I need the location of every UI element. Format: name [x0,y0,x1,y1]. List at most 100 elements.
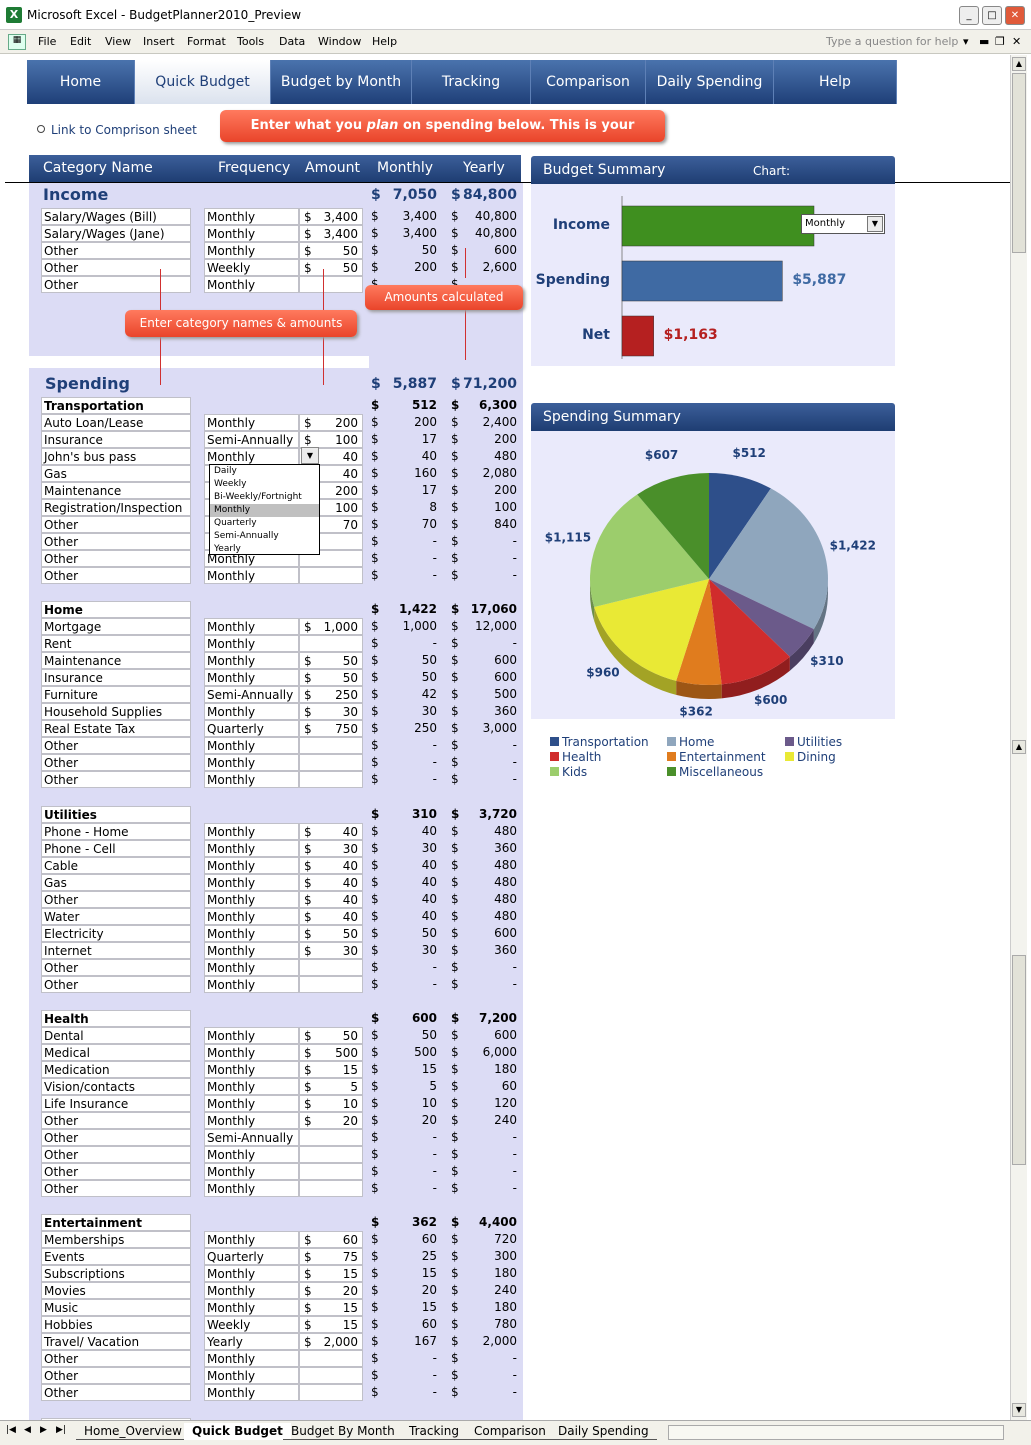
horizontal-scrollbar[interactable] [668,1425,1004,1440]
category-name-field[interactable]: Auto Loan/Lease [41,414,191,431]
last-sheet-icon[interactable]: ▶| [56,1425,66,1435]
frequency-field[interactable]: Monthly [204,1112,299,1129]
amount-field[interactable] [299,1129,363,1146]
category-name-field[interactable]: Other [41,516,191,533]
minimize-button[interactable]: _ [959,6,979,25]
amount-field[interactable]: $50 [299,1027,363,1044]
frequency-field[interactable]: Monthly [204,276,299,293]
category-name-field[interactable]: Medication [41,1061,191,1078]
frequency-field[interactable]: Monthly [204,448,299,465]
category-name-field[interactable]: Insurance [41,431,191,448]
category-name-field[interactable]: Other [41,550,191,567]
nav-tab-help[interactable]: Help [774,60,897,104]
nav-tab-tracking[interactable]: Tracking [412,60,531,104]
category-name-field[interactable]: Salary/Wages (Jane) [41,225,191,242]
amount-field[interactable]: $50 [299,925,363,942]
frequency-field[interactable]: Monthly [204,242,299,259]
frequency-dropdown-button[interactable]: ▼ [301,447,319,464]
frequency-field[interactable]: Monthly [204,891,299,908]
amount-field[interactable]: $200 [299,414,363,431]
amount-field[interactable]: $40 [299,908,363,925]
category-name-field[interactable]: Hobbies [41,1316,191,1333]
nav-tab-daily-spending[interactable]: Daily Spending [646,60,774,104]
help-search-input[interactable]: Type a question for help [826,35,959,48]
dropdown-option[interactable]: Bi-Weekly/Fortnight [214,492,302,502]
category-name-field[interactable]: Mortgage [41,618,191,635]
group-name-field[interactable]: Entertainment [41,1214,191,1231]
category-name-field[interactable]: John's bus pass [41,448,191,465]
menu-item-window[interactable]: Window [318,35,362,48]
amount-field[interactable]: $20 [299,1112,363,1129]
amount-field[interactable]: $750 [299,720,363,737]
category-name-field[interactable]: Real Estate Tax [41,720,191,737]
scroll-thumb-lower[interactable] [1012,955,1026,1165]
category-name-field[interactable]: Memberships [41,1231,191,1248]
amount-field[interactable]: $30 [299,840,363,857]
amount-field[interactable] [299,959,363,976]
group-name-field[interactable]: Health [41,1010,191,1027]
sheet-tab-quick-budget[interactable]: Quick Budget [184,1423,291,1440]
frequency-field[interactable]: Monthly [204,1061,299,1078]
dropdown-option[interactable]: Semi-Annually [214,531,279,541]
category-name-field[interactable]: Other [41,959,191,976]
category-name-field[interactable]: Other [41,754,191,771]
sheet-tab-home-overview[interactable]: Home_Overview [76,1423,190,1440]
category-name-field[interactable]: Rent [41,635,191,652]
group-name-field[interactable]: Dining [41,1418,191,1420]
category-name-field[interactable]: Life Insurance [41,1095,191,1112]
amount-field[interactable] [299,1146,363,1163]
frequency-field[interactable]: Monthly [204,874,299,891]
category-name-field[interactable]: Salary/Wages (Bill) [41,208,191,225]
category-name-field[interactable]: Other [41,891,191,908]
comparison-link[interactable]: Link to Comprison sheet [37,123,197,137]
category-name-field[interactable]: Gas [41,874,191,891]
category-name-field[interactable]: Gas [41,465,191,482]
frequency-field[interactable]: Monthly [204,1367,299,1384]
frequency-field[interactable]: Monthly [204,823,299,840]
category-name-field[interactable]: Other [41,1367,191,1384]
frequency-field[interactable]: Monthly [204,1044,299,1061]
frequency-field[interactable]: Monthly [204,1146,299,1163]
amount-field[interactable]: $50 [299,259,363,276]
frequency-field[interactable]: Monthly [204,208,299,225]
frequency-field[interactable]: Monthly [204,1163,299,1180]
amount-field[interactable]: $50 [299,652,363,669]
category-name-field[interactable]: Dental [41,1027,191,1044]
amount-field[interactable]: $50 [299,242,363,259]
amount-field[interactable]: $40 [299,857,363,874]
category-name-field[interactable]: Other [41,1180,191,1197]
amount-field[interactable]: $30 [299,942,363,959]
menu-item-view[interactable]: View [105,35,132,48]
frequency-field[interactable]: Monthly [204,840,299,857]
first-sheet-icon[interactable]: |◀ [6,1425,16,1435]
frequency-field[interactable]: Monthly [204,635,299,652]
category-name-field[interactable]: Other [41,1112,191,1129]
scroll-up-icon[interactable]: ▲ [1012,57,1026,71]
frequency-field[interactable]: Semi-Annually [204,1129,299,1146]
category-name-field[interactable]: Household Supplies [41,703,191,720]
category-name-field[interactable]: Furniture [41,686,191,703]
category-name-field[interactable]: Other [41,737,191,754]
frequency-field[interactable]: Weekly [204,259,299,276]
frequency-field[interactable]: Monthly [204,225,299,242]
frequency-field[interactable]: Monthly [204,857,299,874]
doc-minimize-button[interactable]: ▬ [979,35,990,48]
sheet-tab-tracking[interactable]: Tracking [401,1423,467,1440]
amount-field[interactable] [299,771,363,788]
group-name-field[interactable]: Transportation [41,397,191,414]
amount-field[interactable] [299,1384,363,1401]
amount-field[interactable]: $60 [299,1231,363,1248]
amount-field[interactable]: $500 [299,1044,363,1061]
frequency-field[interactable]: Monthly [204,976,299,993]
frequency-field[interactable]: Monthly [204,959,299,976]
amount-field[interactable] [299,737,363,754]
category-name-field[interactable]: Music [41,1299,191,1316]
category-name-field[interactable]: Medical [41,1044,191,1061]
frequency-field[interactable]: Monthly [204,669,299,686]
frequency-field[interactable]: Monthly [204,703,299,720]
category-name-field[interactable]: Travel/ Vacation [41,1333,191,1350]
amount-field[interactable]: $10 [299,1095,363,1112]
frequency-field[interactable]: Semi-Annually [204,686,299,703]
frequency-field[interactable]: Monthly [204,737,299,754]
category-name-field[interactable]: Other [41,567,191,584]
